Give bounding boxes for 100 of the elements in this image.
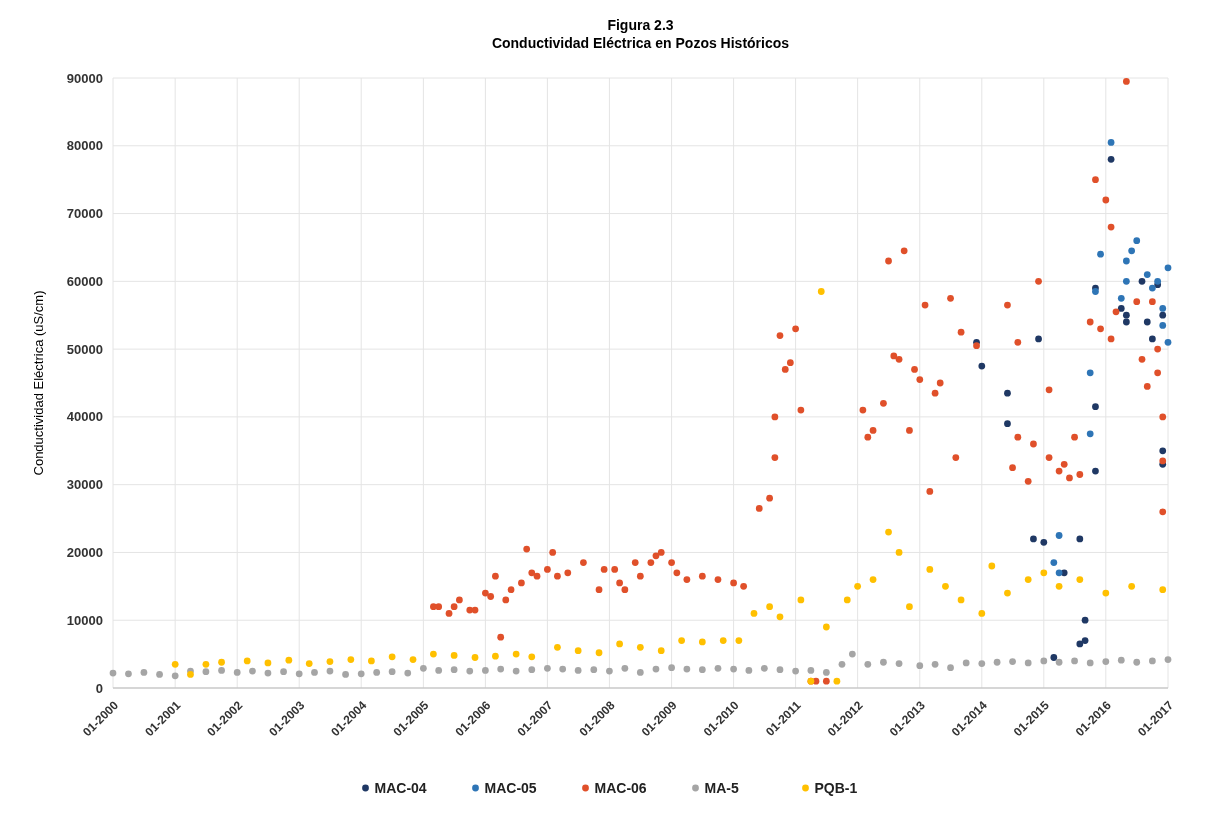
point: [895, 549, 903, 556]
point: [574, 647, 582, 655]
y-tick-label: 20000: [66, 544, 103, 560]
point: [243, 657, 251, 665]
point: [1128, 582, 1136, 590]
point: [1122, 257, 1130, 265]
point: [1138, 277, 1146, 285]
point: [869, 576, 877, 583]
point: [450, 652, 458, 659]
point: [1107, 155, 1115, 163]
y-tick-label: 0: [95, 680, 103, 696]
point: [854, 582, 861, 590]
point: [218, 658, 225, 666]
point: [1055, 582, 1063, 590]
point: [678, 637, 685, 644]
point: [1159, 305, 1167, 312]
point: [1122, 311, 1130, 319]
point: [347, 656, 355, 663]
point: [1081, 616, 1089, 624]
point: [1076, 576, 1084, 583]
point: [285, 656, 293, 664]
point: [1102, 589, 1110, 597]
point: [1030, 535, 1037, 543]
point: [636, 643, 644, 651]
point: [1092, 467, 1099, 475]
point: [657, 647, 665, 655]
point: [1092, 288, 1099, 295]
point: [1143, 271, 1151, 278]
point: [735, 637, 743, 644]
legend-label: PQB-1: [814, 779, 858, 796]
point: [1086, 369, 1094, 377]
point: [1159, 447, 1167, 455]
point: [1159, 311, 1167, 319]
point: [187, 671, 194, 678]
point: [1040, 569, 1048, 577]
legend-label: MAC-04: [374, 779, 427, 796]
y-tick-label: 30000: [66, 477, 103, 493]
point: [1035, 335, 1042, 343]
point: [942, 582, 949, 590]
point: [1164, 338, 1172, 346]
point: [1040, 538, 1048, 546]
legend-label: MAC-06: [594, 779, 647, 796]
point: [776, 613, 784, 621]
point: [957, 596, 965, 604]
point: [471, 654, 479, 661]
point: [492, 652, 499, 660]
y-axis-title: Conductividad Eléctrica (uS/cm): [31, 290, 46, 476]
y-tick-label: 80000: [66, 138, 103, 154]
point: [822, 623, 830, 631]
y-tick-label: 50000: [66, 341, 103, 357]
chart-subtitle: Conductividad Eléctrica en Pozos Históricos: [491, 35, 790, 51]
point: [1086, 430, 1094, 438]
point: [906, 603, 913, 611]
point: [885, 528, 892, 536]
point: [264, 659, 272, 667]
point: [1081, 637, 1089, 644]
point: [719, 637, 727, 644]
point: [1055, 532, 1063, 539]
point: [1128, 247, 1136, 255]
point: [843, 596, 851, 604]
point: [595, 649, 603, 657]
point: [833, 677, 841, 685]
point: [1159, 586, 1167, 594]
point: [409, 656, 417, 663]
point: [326, 658, 334, 665]
legend-label: MAC-05: [484, 779, 537, 796]
point: [1117, 305, 1125, 312]
point: [202, 660, 210, 668]
legend-label: MA-5: [704, 779, 739, 796]
point: [1050, 559, 1058, 566]
point: [554, 643, 561, 651]
y-tick-label: 10000: [66, 612, 103, 628]
point: [1076, 535, 1084, 543]
point: [388, 653, 396, 661]
point: [750, 610, 758, 617]
point: [1055, 569, 1063, 577]
y-tick-label: 70000: [66, 206, 103, 222]
point: [1092, 403, 1099, 411]
point: [1122, 318, 1130, 326]
y-tick-label: 60000: [66, 273, 103, 289]
y-tick-label: 90000: [66, 70, 103, 86]
point: [1133, 237, 1141, 245]
point: [978, 362, 986, 370]
point: [305, 660, 313, 667]
point: [1050, 654, 1058, 661]
point: [698, 638, 706, 646]
point: [1148, 284, 1156, 292]
point: [978, 610, 986, 617]
point: [1004, 389, 1011, 397]
point: [1004, 589, 1011, 597]
point: [766, 603, 773, 611]
point: [1107, 139, 1115, 146]
point: [616, 640, 623, 648]
point: [368, 657, 375, 665]
point: [1164, 264, 1172, 272]
point: [926, 566, 934, 573]
point: [1143, 318, 1151, 326]
point: [1117, 294, 1125, 302]
point: [1076, 640, 1084, 648]
point: [988, 562, 996, 570]
